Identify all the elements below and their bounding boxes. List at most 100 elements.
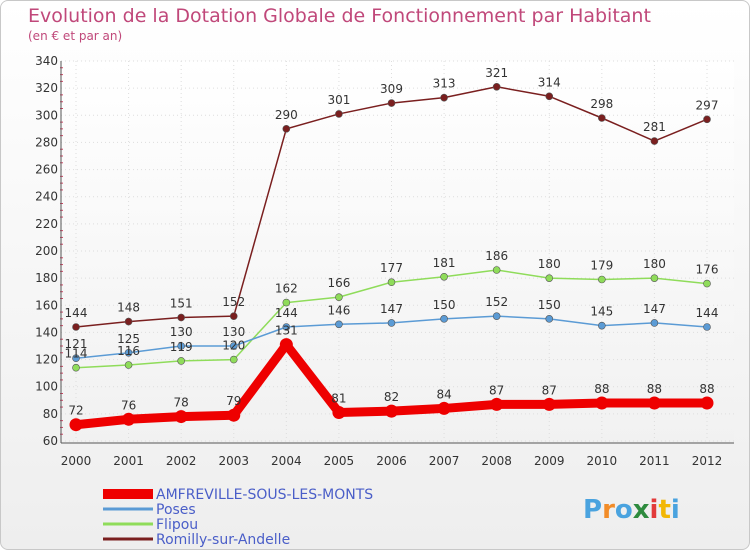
data-label-3-2012: 297: [696, 98, 719, 112]
logo-text: Proxiti: [583, 495, 680, 525]
y-tick-label-100: 100: [35, 380, 58, 394]
data-label-2-2007: 181: [433, 256, 456, 270]
x-tick-label-2012: 2012: [692, 454, 723, 468]
point-1-2012: [703, 323, 711, 331]
logo-letter-2: o: [615, 495, 633, 525]
point-1-2008: [492, 312, 501, 320]
y-tick-label-320: 320: [35, 81, 58, 95]
x-tick-label-2006: 2006: [376, 454, 407, 468]
legend-label-0: AMFREVILLE-SOUS-LES-MONTS: [156, 487, 373, 503]
point-3-2006: [387, 99, 396, 107]
data-label-2-2001: 116: [117, 344, 140, 358]
data-label-1-2012: 144: [696, 306, 719, 320]
data-label-3-2004: 290: [275, 108, 298, 122]
x-tick-label-2010: 2010: [587, 454, 618, 468]
data-label-1-2010: 145: [590, 305, 613, 319]
data-label-1-2004: 144: [275, 306, 298, 320]
x-tick-label-2001: 2001: [113, 454, 144, 468]
logo-letter-3: x: [633, 495, 650, 525]
chart-subtitle: (en € et par an): [28, 29, 123, 43]
data-label-2-2004: 162: [275, 282, 298, 296]
data-label-1-2007: 150: [433, 298, 456, 312]
point-2-2008: [492, 266, 501, 274]
point-2-2010: [598, 275, 606, 284]
legend: AMFREVILLE-SOUS-LES-MONTSPosesFlipouRomi…: [103, 487, 373, 548]
point-1-2000: [72, 354, 80, 363]
point-0-2008: [490, 397, 504, 411]
x-tick-label-2008: 2008: [481, 454, 512, 468]
data-label-0-2010: 88: [594, 382, 609, 396]
y-tick-label-260: 260: [35, 163, 58, 177]
data-labels: 144 148 151 152 290 301 309 313 321 314 298 281 297 1…: [65, 66, 719, 418]
x-tick-label-2005: 2005: [324, 454, 355, 468]
data-label-0-2012: 88: [699, 382, 714, 396]
data-label-1-2006: 147: [380, 302, 403, 316]
point-2-2009: [545, 274, 554, 282]
data-label-0-2009: 87: [542, 383, 557, 397]
proxiti-logo: Proxiti: [583, 495, 680, 525]
logo-letter-5: t: [658, 495, 670, 525]
grid: [61, 60, 734, 442]
data-label-0-2008: 87: [489, 383, 504, 397]
point-1-2007: [440, 315, 448, 323]
data-label-0-2003: 79: [226, 394, 241, 408]
data-label-1-2000: 121: [65, 337, 88, 351]
point-3-2005: [335, 110, 343, 118]
data-label-2-2011: 180: [643, 257, 666, 271]
point-3-2008: [492, 82, 501, 91]
point-2-2004: [282, 298, 291, 307]
point-1-2003: [229, 342, 238, 350]
plot-area: [61, 61, 734, 443]
legend-label-2: Flipou: [156, 517, 198, 533]
x-tick-label-2004: 2004: [271, 454, 302, 468]
data-label-1-2003: 130: [222, 325, 245, 339]
y-tick-label-240: 240: [35, 190, 58, 204]
point-1-2001: [124, 348, 133, 357]
data-label-2-2009: 180: [538, 257, 561, 271]
data-label-2-2012: 176: [696, 263, 719, 277]
data-label-2-2003: 120: [222, 339, 245, 353]
point-1-2010: [598, 321, 606, 330]
data-label-3-2001: 148: [117, 301, 140, 315]
y-tick-label-140: 140: [35, 325, 58, 339]
logo-letter-1: r: [602, 495, 615, 525]
point-2-2006: [387, 278, 396, 287]
data-label-3-2008: 321: [485, 66, 508, 80]
point-2-2000: [72, 363, 80, 372]
data-label-3-2006: 309: [380, 82, 403, 96]
point-1-2006: [387, 319, 396, 327]
point-0-2005: [332, 406, 346, 419]
point-3-2001: [124, 317, 133, 326]
data-label-0-2000: 72: [68, 404, 83, 418]
series-group: [69, 82, 714, 432]
point-0-2012: [700, 396, 714, 410]
x-tick-label-2002: 2002: [166, 454, 197, 468]
point-0-2011: [647, 396, 661, 410]
y-tick-label-80: 80: [43, 407, 58, 421]
point-1-2009: [545, 315, 554, 323]
data-label-2-2000: 114: [65, 347, 88, 361]
point-3-2009: [545, 92, 554, 101]
point-0-2004: [279, 338, 293, 352]
data-label-2-2008: 186: [485, 249, 508, 263]
data-label-1-2005: 146: [327, 303, 350, 317]
data-label-1-2002: 130: [170, 325, 193, 339]
data-label-1-2008: 152: [485, 295, 508, 309]
point-3-2007: [440, 93, 448, 102]
point-2-2002: [177, 357, 185, 365]
point-3-2011: [650, 137, 659, 145]
data-label-0-2002: 78: [174, 396, 189, 410]
point-1-2005: [335, 320, 343, 329]
point-3-2002: [177, 313, 185, 322]
y-tick-label-60: 60: [43, 434, 58, 448]
data-label-3-2002: 151: [170, 297, 193, 311]
chart-title: Evolution de la Dotation Globale de Fonc…: [28, 5, 651, 27]
x-tick-label-2003: 2003: [218, 454, 249, 468]
point-2-2001: [124, 361, 133, 369]
data-label-2-2006: 177: [380, 261, 403, 275]
point-3-2010: [598, 114, 606, 122]
data-label-3-2011: 281: [643, 120, 666, 134]
point-1-2004: [282, 323, 291, 331]
